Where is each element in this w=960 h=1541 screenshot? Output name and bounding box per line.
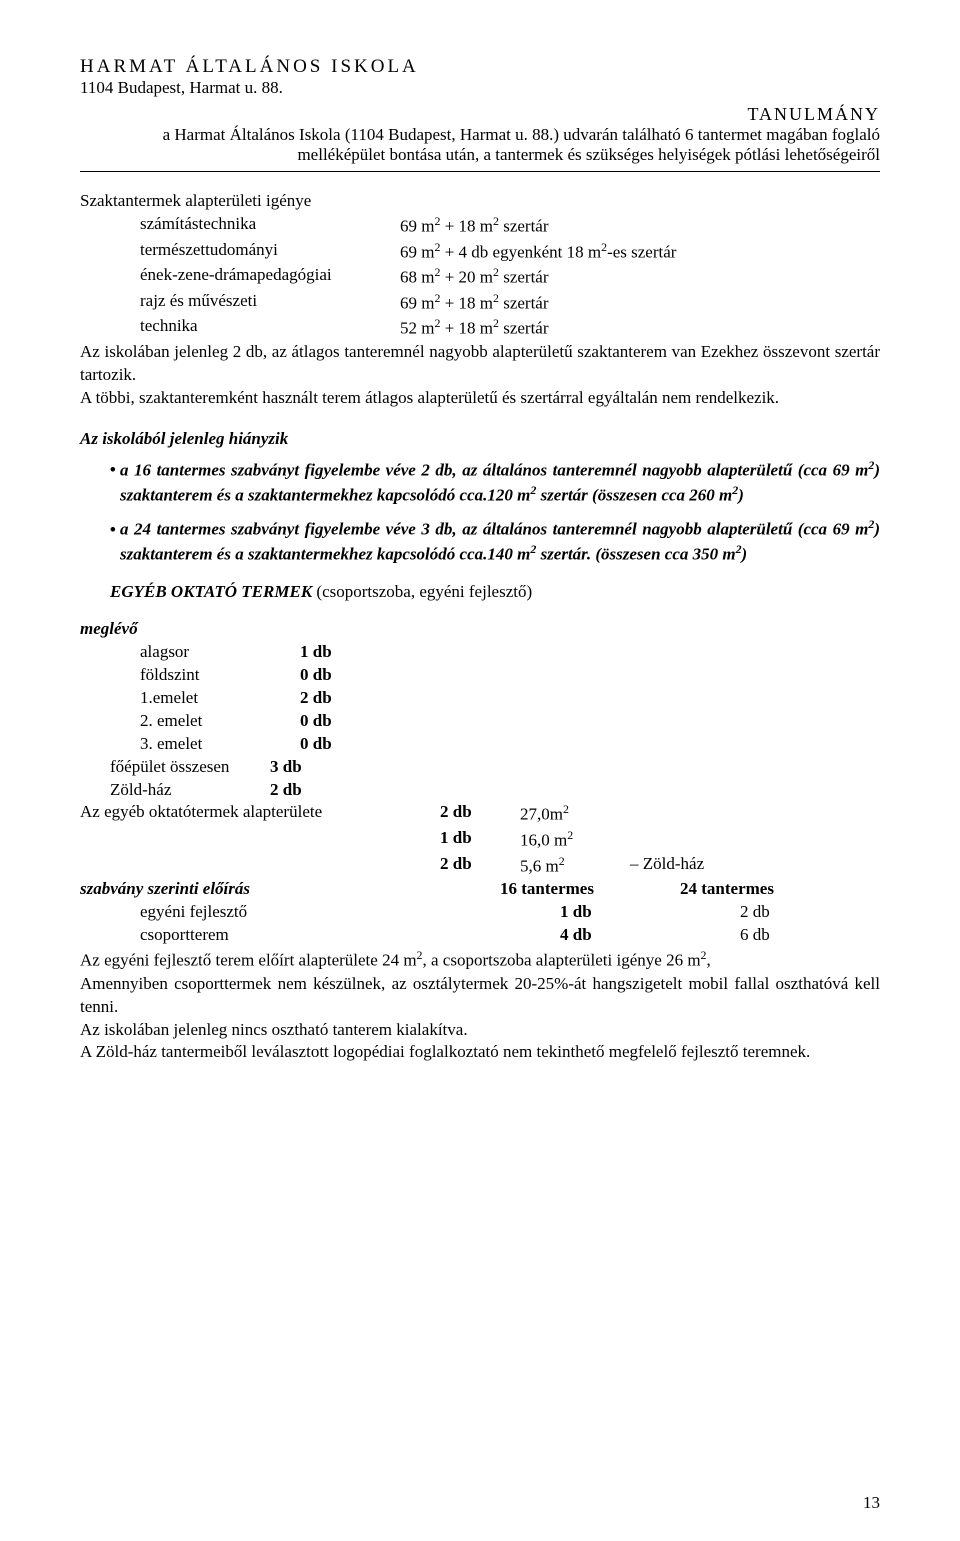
table-row: földszint0 db — [80, 664, 880, 687]
szaktantermek-list: számítástechnika 69 m2 + 18 m2 szertár t… — [80, 213, 880, 341]
para-no-divisible: Az iskolában jelenleg nincs osztható tan… — [80, 1019, 880, 1042]
meglevo-table: alagsor1 db földszint0 db 1.emelet2 db 2… — [80, 641, 880, 802]
table-row: Az egyéb oktatótermek alapterülete 2 db … — [80, 801, 880, 827]
list-item: ének-zene-drámapedagógiai 68 m2 + 20 m2 … — [140, 264, 880, 290]
page-header: HARMAT ÁLTALÁNOS ISKOLA 1104 Budapest, H… — [80, 56, 880, 172]
table-row: 2 db 5,6 m2 – Zöld-ház — [80, 853, 880, 879]
missing-bullets: a 16 tantermes szabványt figyelembe véve… — [120, 457, 880, 567]
table-row: szabvány szerinti előírás 16 tantermes 2… — [80, 878, 880, 901]
table-row: egyéni fejlesztő 1 db 2 db — [80, 901, 880, 924]
table-row: főépület összesen3 db — [80, 756, 880, 779]
other-rooms-title: EGYÉB OKTATÓ TERMEK (csoportszoba, egyén… — [110, 581, 880, 604]
table-row: 1 db 16,0 m2 — [80, 827, 880, 853]
row-label: technika — [140, 315, 400, 341]
row-label: rajz és művészeti — [140, 290, 400, 316]
list-item: technika 52 m2 + 18 m2 szertár — [140, 315, 880, 341]
row-value: 69 m2 + 4 db egyenként 18 m2-es szertár — [400, 239, 880, 265]
list-item: a 24 tantermes szabványt figyelembe véve… — [120, 516, 880, 567]
para-others: A többi, szaktanteremként használt terem… — [80, 387, 880, 410]
section-szaktantermek-title: Szaktantermek alapterületi igénye — [80, 190, 880, 213]
row-value: 69 m2 + 18 m2 szertár — [400, 290, 880, 316]
table-row: Zöld-ház2 db — [80, 779, 880, 802]
list-item: rajz és művészeti 69 m2 + 18 m2 szertár — [140, 290, 880, 316]
table-row: csoportterem 4 db 6 db — [80, 924, 880, 947]
row-label: számítástechnika — [140, 213, 400, 239]
table-row: alagsor1 db — [80, 641, 880, 664]
header-rule — [80, 171, 880, 172]
header-desc-1: a Harmat Általános Iskola (1104 Budapest… — [80, 125, 880, 145]
row-label: ének-zene-drámapedagógiai — [140, 264, 400, 290]
page-number: 13 — [863, 1493, 880, 1513]
school-address: 1104 Budapest, Harmat u. 88. — [80, 78, 880, 98]
areas-table: Az egyéb oktatótermek alapterülete 2 db … — [80, 801, 880, 878]
para-existing: Az iskolában jelenleg 2 db, az átlagos t… — [80, 341, 880, 387]
missing-title: Az iskolából jelenleg hiányzik — [80, 428, 880, 451]
row-value: 52 m2 + 18 m2 szertár — [400, 315, 880, 341]
para-areas-req: Az egyéni fejlesztő terem előírt alapter… — [80, 947, 880, 973]
table-row: 2. emelet0 db — [80, 710, 880, 733]
row-label: természettudományi — [140, 239, 400, 265]
row-value: 69 m2 + 18 m2 szertár — [400, 213, 880, 239]
table-row: 1.emelet2 db — [80, 687, 880, 710]
doc-type: TANULMÁNY — [80, 104, 880, 125]
header-desc-2: melléképület bontása után, a tantermek é… — [80, 145, 880, 165]
list-item: a 16 tantermes szabványt figyelembe véve… — [120, 457, 880, 508]
school-name: HARMAT ÁLTALÁNOS ISKOLA — [80, 56, 880, 78]
para-zoldhaz: A Zöld-ház tantermeiből leválasztott log… — [80, 1041, 880, 1064]
document-body: Szaktantermek alapterületi igénye számít… — [80, 190, 880, 1064]
list-item: természettudományi 69 m2 + 4 db egyenkén… — [140, 239, 880, 265]
para-mobile-wall: Amennyiben csoporttermek nem készülnek, … — [80, 973, 880, 1019]
meglevo-label: meglévő — [80, 618, 880, 641]
list-item: számítástechnika 69 m2 + 18 m2 szertár — [140, 213, 880, 239]
standard-table: szabvány szerinti előírás 16 tantermes 2… — [80, 878, 880, 947]
row-value: 68 m2 + 20 m2 szertár — [400, 264, 880, 290]
table-row: 3. emelet0 db — [80, 733, 880, 756]
